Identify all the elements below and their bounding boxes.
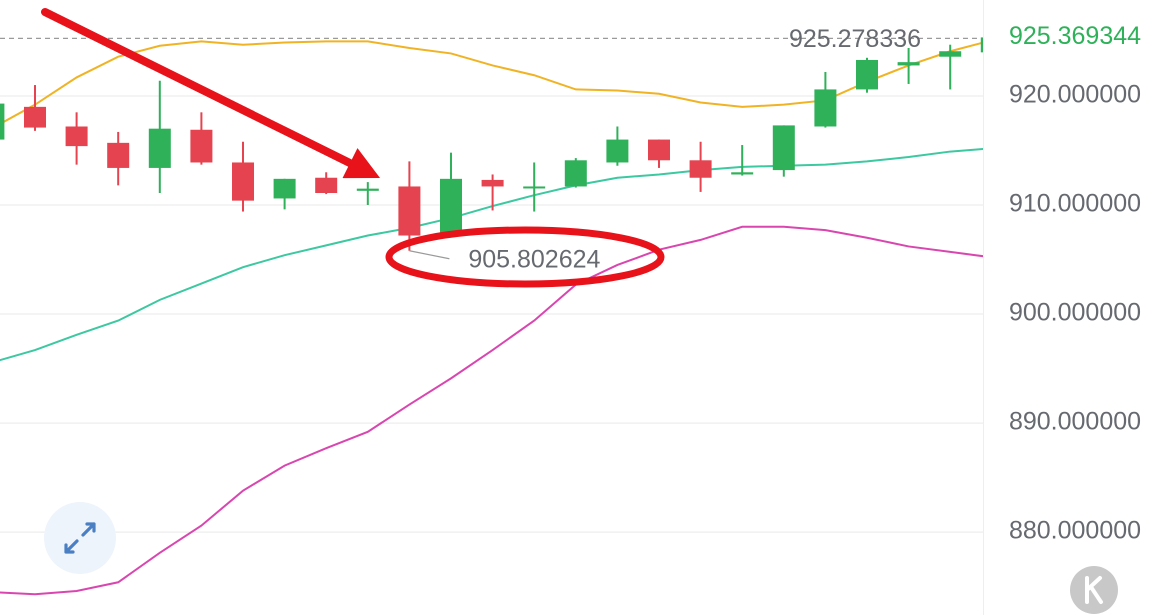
candle-body [315, 177, 338, 194]
candle-body [440, 178, 462, 234]
y-tick-label: 900.000000 [1009, 299, 1141, 327]
highlight-ellipse [385, 226, 665, 288]
y-tick-label: 910.000000 [1009, 190, 1141, 218]
candle-body [606, 139, 629, 163]
plot-area [0, 37, 983, 596]
candle-body [481, 179, 504, 187]
min-price-label: 905.802624 [468, 245, 600, 273]
corner-button[interactable] [1070, 566, 1118, 614]
candle-body [814, 89, 837, 127]
candle-body [148, 128, 171, 168]
candle-body [0, 103, 5, 140]
grid [0, 95, 983, 533]
y-tick-label: 880.000000 [1009, 517, 1141, 545]
candle-body [772, 125, 795, 171]
candle-body [939, 51, 962, 57]
candle-body [564, 160, 587, 187]
candle-body [65, 126, 88, 147]
candle-body [24, 106, 46, 128]
last-price-label: 925.369344 [1009, 22, 1141, 50]
annotations: 905.802624 925.278336 925.369344 [409, 22, 1141, 273]
y-tick-label: 920.000000 [1009, 81, 1141, 109]
candle-body [356, 188, 379, 191]
candle-body [232, 162, 254, 201]
candle-body [107, 142, 130, 168]
expand-button[interactable] [44, 502, 116, 574]
candle-body [856, 59, 878, 90]
max-price-label: 925.278336 [789, 25, 921, 53]
candle-body [648, 139, 670, 161]
candle-body [273, 178, 296, 199]
highlight-arrow [41, 8, 381, 179]
candle-body [190, 129, 213, 163]
candle-body [980, 37, 983, 53]
y-tick-label: 890.000000 [1009, 408, 1141, 436]
candle-body [523, 186, 546, 189]
candle-body [689, 160, 712, 178]
band-line [0, 225, 983, 596]
min-price-connector [409, 250, 450, 260]
candle-body [897, 62, 920, 66]
y-axis: 880.000000 890.000000 900.000000 910.000000… [1009, 81, 1141, 545]
candle-body [398, 186, 421, 236]
candle-body [731, 172, 754, 175]
